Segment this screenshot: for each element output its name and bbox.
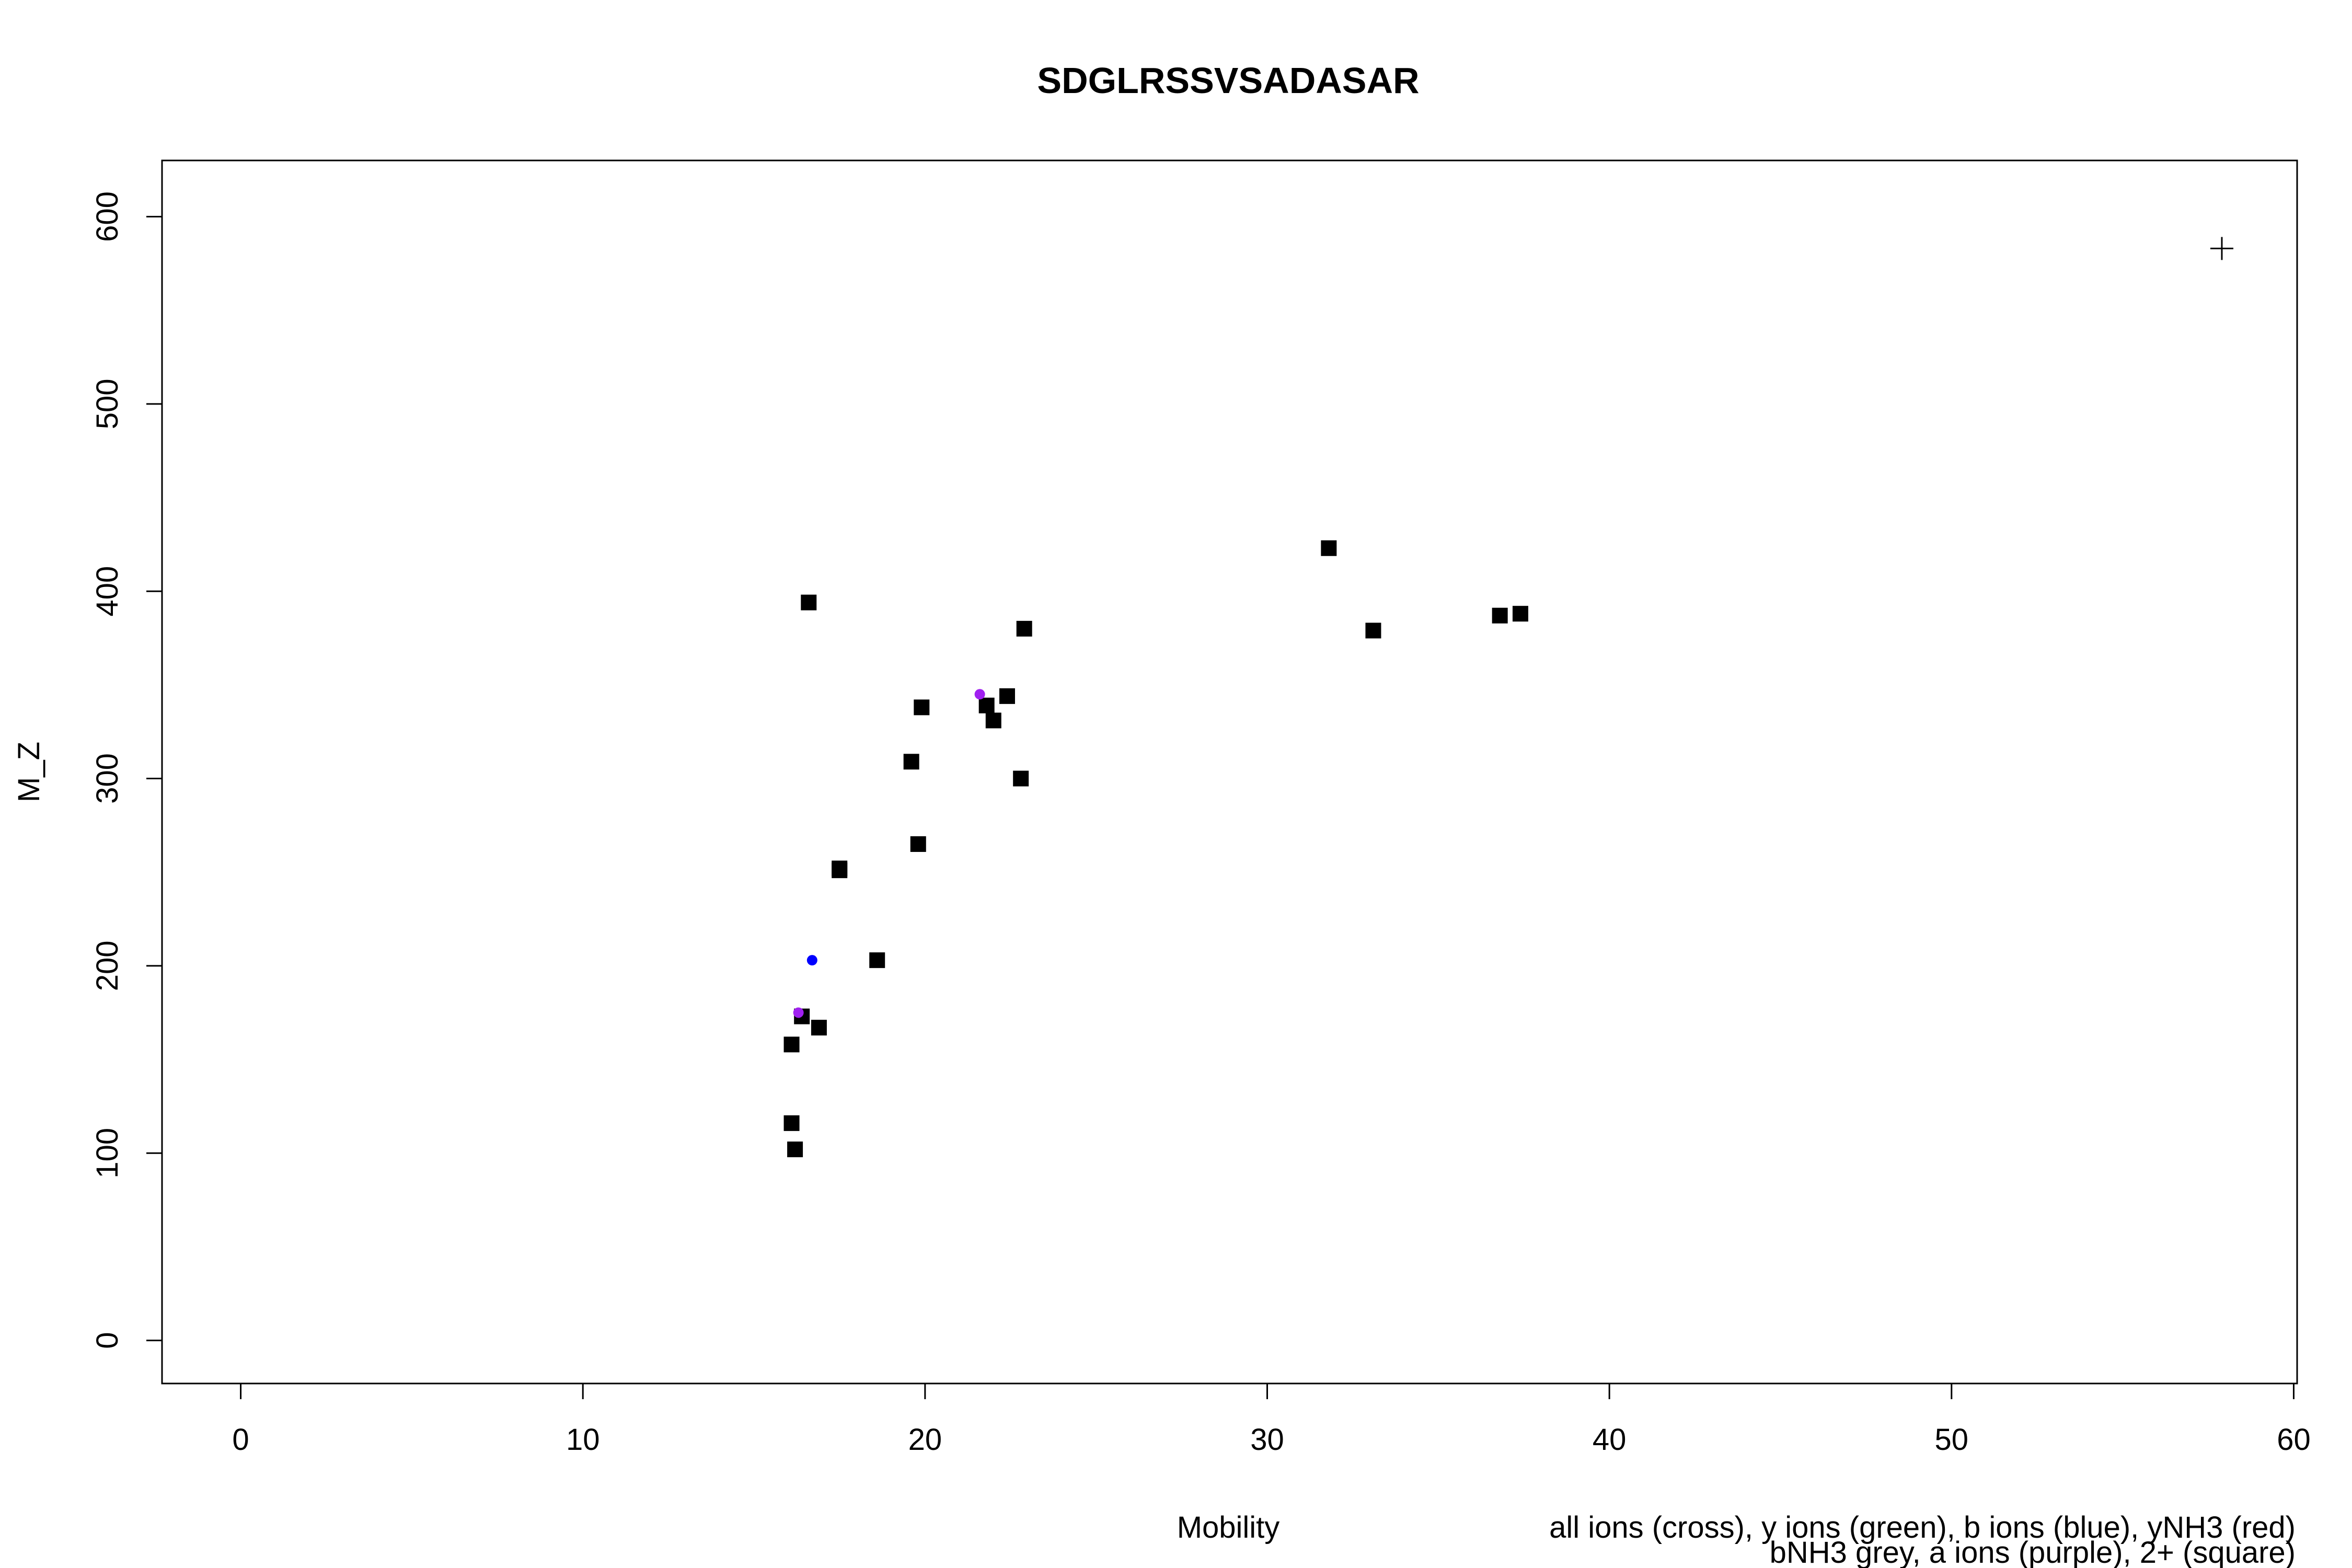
dot-point: [806, 955, 817, 966]
x-tick-label: 20: [908, 1423, 942, 1457]
square-point: [985, 712, 1001, 729]
y-tick-label: 200: [90, 940, 124, 991]
square-point: [1321, 540, 1337, 556]
square-point: [787, 1142, 803, 1158]
square-point: [783, 1115, 800, 1131]
y-axis: 0 100 200 300 400 500 600: [90, 191, 163, 1349]
square-point: [1365, 622, 1381, 639]
square-point: [783, 1036, 800, 1053]
x-axis: 0 10 20 30 40 50 60: [232, 1382, 2311, 1457]
square-point: [910, 836, 926, 852]
square-point: [903, 754, 919, 770]
square-point: [869, 952, 885, 969]
square-point: [1512, 606, 1528, 622]
x-tick-label: 50: [1935, 1423, 1969, 1457]
square-point: [999, 688, 1015, 704]
square-point: [1492, 607, 1508, 624]
dot-point: [974, 689, 985, 700]
square-point: [914, 699, 930, 716]
square-point: [801, 594, 817, 610]
square-point: [1016, 620, 1032, 637]
legend-note-line-1: all ions (cross), y ions (green), b ions…: [1549, 1511, 2296, 1544]
cross-point: [2210, 237, 2233, 260]
x-tick-label: 60: [2277, 1423, 2311, 1457]
legend-note-line-2: bNH3 grey, a ions (purple), 2+ (square): [1770, 1536, 2296, 1568]
x-tick-label: 40: [1593, 1423, 1627, 1457]
square-point: [811, 1020, 827, 1036]
y-tick-label: 400: [90, 566, 124, 617]
square-point: [832, 862, 848, 879]
y-tick-label: 0: [90, 1332, 124, 1348]
y-tick-label: 300: [90, 753, 124, 804]
x-axis-label: Mobility: [1177, 1511, 1280, 1544]
y-tick-label: 600: [90, 191, 124, 242]
y-axis-label: M_Z: [12, 742, 46, 802]
y-tick-label: 100: [90, 1128, 124, 1179]
plot-frame: [161, 159, 2298, 1385]
data-points: [783, 237, 2233, 1158]
y-tick-label: 500: [90, 378, 124, 429]
square-point: [978, 697, 995, 713]
chart-title: SDGLRSSVSADASAR: [1037, 60, 1419, 101]
x-tick-label: 10: [566, 1423, 600, 1457]
dot-point: [793, 1007, 804, 1018]
square-point: [1013, 770, 1029, 787]
x-tick-label: 30: [1250, 1423, 1284, 1457]
x-tick-label: 0: [232, 1423, 249, 1457]
